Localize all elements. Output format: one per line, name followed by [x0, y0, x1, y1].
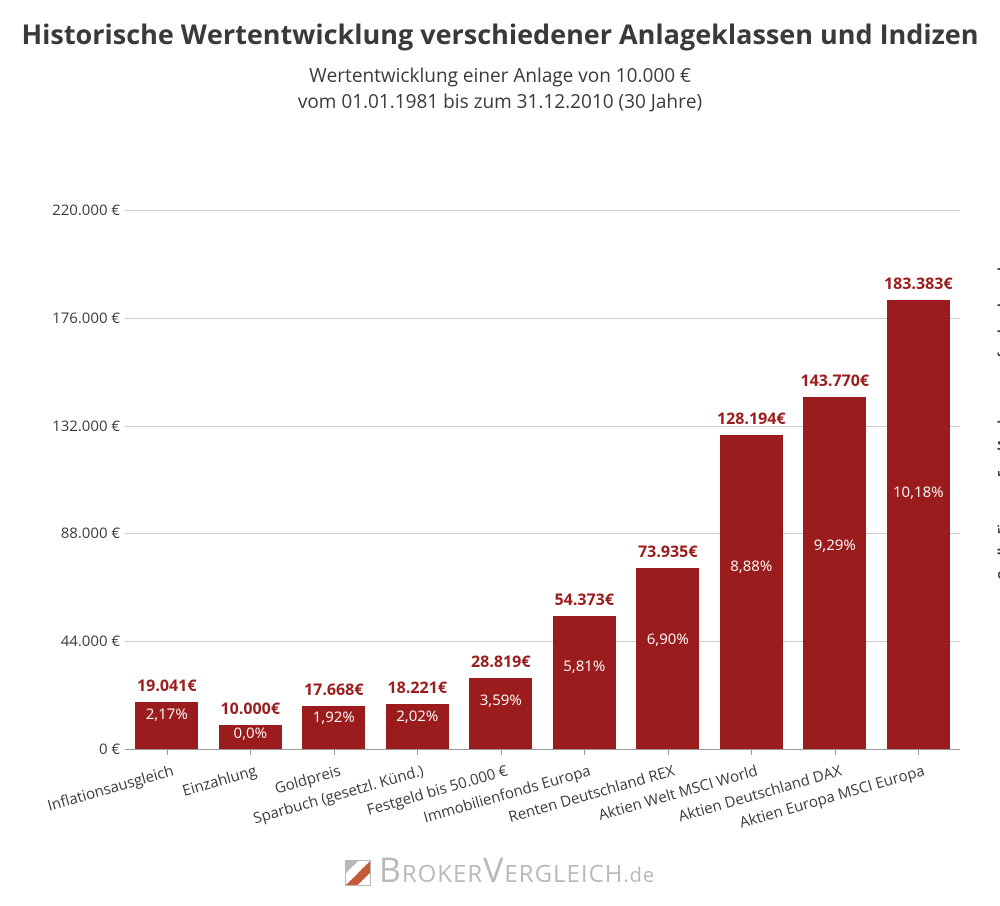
bar	[553, 616, 616, 749]
bar-value-label: 183.383€	[877, 272, 961, 294]
bar-value-label: 17.668€	[292, 678, 376, 700]
bar	[469, 678, 532, 749]
bar-slot: 54.373€5,81%Immobilienfonds Europa	[543, 210, 627, 749]
bars-container: 19.041€2,17%Inflationsausgleich10.000€0,…	[125, 210, 960, 749]
bar-percent-label: 3,59%	[459, 690, 543, 710]
bar-value-label: 18.221€	[376, 676, 460, 698]
bar-percent-label: 0,0%	[209, 723, 293, 743]
bar-percent-label: 2,17%	[125, 704, 209, 724]
bar-percent-label: 5,81%	[543, 656, 627, 676]
bar-value-label: 28.819€	[459, 650, 543, 672]
bar	[636, 568, 699, 749]
bar-slot: 17.668€1,92%Goldpreis	[292, 210, 376, 749]
y-tick-label: 88.000 €	[30, 523, 120, 543]
bar-percent-label: 9,29%	[793, 535, 877, 555]
bar-percent-label: 2,02%	[376, 706, 460, 726]
bar-percent-label: 8,88%	[710, 556, 794, 576]
brand-watermark: BrokerVergleich.de	[0, 846, 1000, 892]
bar-value-label: 10.000€	[209, 697, 293, 719]
y-tick-label: 44.000 €	[30, 631, 120, 651]
bar	[720, 435, 783, 749]
bar-slot: 10.000€0,0%Einzahlung	[209, 210, 293, 749]
bar-value-label: 19.041€	[125, 674, 209, 696]
x-tick-label: Einzahlung	[179, 755, 259, 801]
bar	[803, 397, 866, 749]
bar-slot: 28.819€3,59%Festgeld bis 50.000 €	[459, 210, 543, 749]
bar-percent-label: 1,92%	[292, 707, 376, 727]
bar-slot: 18.221€2,02%Sparbuch (gesetzl. Künd.)	[376, 210, 460, 749]
bar-value-label: 73.935€	[626, 540, 710, 562]
bar-value-label: 143.770€	[793, 369, 877, 391]
chart-title: Historische Wertentwicklung verschiedene…	[0, 0, 1000, 49]
bar	[887, 300, 950, 749]
bar-percent-label: 6,90%	[626, 629, 710, 649]
y-tick-label: 132.000 €	[30, 416, 120, 436]
bar-slot: 19.041€2,17%Inflationsausgleich	[125, 210, 209, 749]
chart-subtitle: Wertentwicklung einer Anlage von 10.000 …	[0, 63, 1000, 114]
bar-value-label: 128.194€	[710, 407, 794, 429]
bar-value-label: 54.373€	[543, 588, 627, 610]
bar-slot: 143.770€9,29%Aktien Deutschland DAX	[793, 210, 877, 749]
bar-slot: 183.383€10,18%Aktien Europa MSCI Europa	[877, 210, 961, 749]
y-tick-label: 176.000 €	[30, 308, 120, 328]
brand-logo-icon	[345, 860, 371, 886]
bar-slot: 128.194€8,88%Aktien Welt MSCI World	[710, 210, 794, 749]
bar-chart: 0 €44.000 €88.000 €132.000 €176.000 €220…	[40, 190, 960, 750]
y-tick-label: 220.000 €	[30, 200, 120, 220]
y-tick-label: 0 €	[30, 739, 120, 759]
bar-slot: 73.935€6,90%Renten Deutschland REX	[626, 210, 710, 749]
bar-percent-label: 10,18%	[877, 482, 961, 502]
x-tick-label: Inflationsausgleich	[43, 755, 175, 816]
source-credit: Quelle: Finanzen FundAnalyzer www.fundan…	[994, 260, 1000, 580]
plot-area: 0 €44.000 €88.000 €132.000 €176.000 €220…	[125, 210, 960, 750]
brand-text: BrokerVergleich.de	[379, 846, 655, 892]
